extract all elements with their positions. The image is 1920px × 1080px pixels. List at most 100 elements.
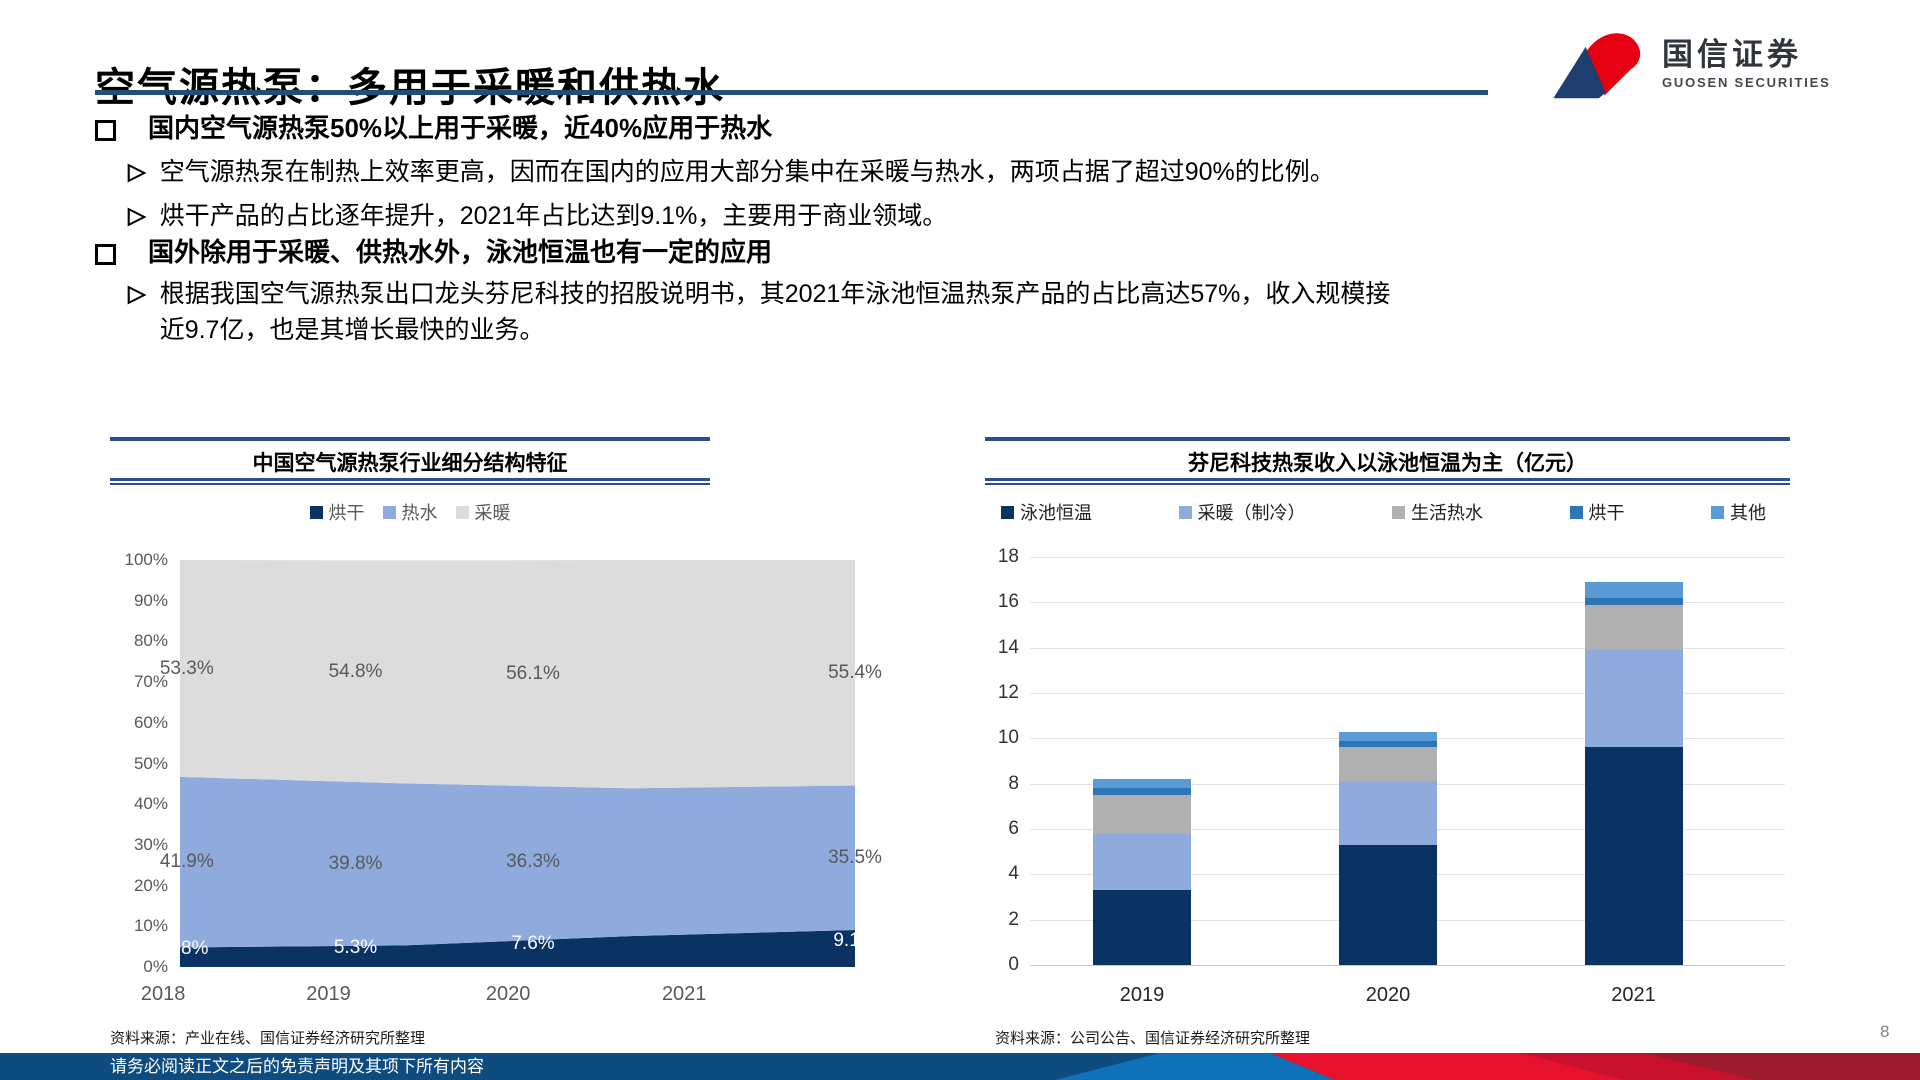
footer-decoration xyxy=(0,1053,1920,1080)
y-axis-tick-label: 70% xyxy=(133,672,168,692)
title-underline xyxy=(95,90,1488,95)
y-axis-tick-label: 80% xyxy=(133,631,168,651)
legend-item: 其他 xyxy=(1711,499,1766,525)
bar-segment-采暖（制冷） xyxy=(1093,833,1191,891)
legend-swatch xyxy=(1178,505,1192,519)
x-axis-line xyxy=(1030,965,1785,966)
logo-name-en: GUOSEN SECURITIES xyxy=(1662,75,1831,91)
bar-segment-生活热水 xyxy=(1584,604,1683,650)
y-axis-tick-label: 30% xyxy=(133,834,168,854)
sub-bullet-1: ▷ 空气源热泵在制热上效率更高，因而在国内的应用大部分集中在采暖与热水，两项占据… xyxy=(128,154,1335,190)
arrow-bullet-icon: ▷ xyxy=(128,202,146,228)
area-series-热水 xyxy=(180,776,855,948)
x-axis-tick-label: 2018 xyxy=(140,983,186,1005)
guosen-logo-icon xyxy=(1553,33,1641,99)
bar-segment-生活热水 xyxy=(1093,795,1191,834)
legend-swatch xyxy=(382,505,396,519)
area-data-label: 7.6% xyxy=(511,932,555,954)
legend-swatch xyxy=(1711,505,1724,519)
bullet-1-text: 国内空气源热泵50%以上用于采暖，近40%应用于热水 xyxy=(148,113,773,143)
legend-label: 采暖 xyxy=(474,503,511,523)
sub-bullet-1-text: 空气源热泵在制热上效率更高，因而在国内的应用大部分集中在采暖与热水，两项占据了超… xyxy=(159,158,1335,186)
legend-label: 烘干 xyxy=(1588,503,1625,523)
bullet-2-text: 国外除用于采暖、供热水外，泳池恒温也有一定的应用 xyxy=(148,237,773,267)
bar-segment-泳池恒温 xyxy=(1093,890,1191,965)
bar-segment-采暖（制冷） xyxy=(1584,649,1683,748)
y-axis-tick-label: 6 xyxy=(1008,818,1019,839)
x-axis-tick-label: 2020 xyxy=(485,983,531,1005)
x-axis-tick-label: 2019 xyxy=(1119,984,1165,1006)
legend-swatch xyxy=(1001,505,1014,519)
y-axis-tick-label: 10 xyxy=(997,727,1019,749)
legend-item: 生活热水 xyxy=(1392,499,1483,525)
area-data-label: 39.8% xyxy=(328,853,383,875)
bullet-2: 国外除用于采暖、供热水外，泳池恒温也有一定的应用 xyxy=(95,236,772,270)
gridline xyxy=(1030,647,1785,649)
area-plot xyxy=(180,560,855,967)
area-data-label: 56.1% xyxy=(506,663,560,685)
left-chart-title: 中国空气源热泵行业细分结构特征 xyxy=(252,452,568,475)
legend-item: 烘干 xyxy=(1569,499,1625,525)
y-axis-tick-label: 10% xyxy=(133,916,168,936)
legend-swatch xyxy=(1392,505,1405,519)
y-axis-tick-label: 50% xyxy=(133,753,168,773)
bar-segment-烘干 xyxy=(1093,788,1191,795)
area-data-label: 53.3% xyxy=(159,657,214,679)
legend-label: 采暖（制冷） xyxy=(1197,503,1306,523)
area-series-采暖 xyxy=(180,560,855,789)
legend-label: 泳池恒温 xyxy=(1020,503,1092,523)
y-axis-tick-label: 0 xyxy=(1008,954,1019,975)
legend-item: 泳池恒温 xyxy=(1001,499,1092,525)
chart-rule-bottom-thin xyxy=(985,483,1790,485)
chart-rule-top xyxy=(985,437,1790,441)
bar-segment-其他 xyxy=(1339,731,1437,741)
bar-segment-泳池恒温 xyxy=(1339,844,1437,965)
area-data-label: 54.8% xyxy=(328,660,383,682)
area-data-label: 41.9% xyxy=(159,851,214,873)
area-data-label: 35.5% xyxy=(828,846,882,868)
legend-label: 热水 xyxy=(401,503,438,523)
legend-swatch xyxy=(455,505,469,519)
x-axis-tick-label: 2021 xyxy=(1611,984,1656,1006)
chart-rule-bottom xyxy=(985,478,1790,481)
guosen-logo: 国信证券 GUOSEN SECURITIES xyxy=(1548,26,1831,102)
x-axis-tick-label: 2019 xyxy=(306,983,351,1005)
bar-segment-其他 xyxy=(1584,581,1683,598)
y-axis-tick-label: 100% xyxy=(124,550,168,569)
y-axis-tick-label: 20% xyxy=(133,875,168,895)
arrow-bullet-icon: ▷ xyxy=(128,158,146,184)
sub-bullet-2: ▷ 烘干产品的占比逐年提升，2021年占比达到9.1%，主要用于商业领域。 xyxy=(128,198,947,234)
logo-name-cn: 国信证券 xyxy=(1662,36,1802,72)
legend-item: 采暖（制冷） xyxy=(1178,499,1306,525)
y-axis-tick-label: 0% xyxy=(143,957,168,976)
chart-rule-top xyxy=(110,437,710,441)
bar-segment-生活热水 xyxy=(1339,747,1437,782)
page-number: 8 xyxy=(1880,1022,1890,1041)
legend-item: 烘干 xyxy=(309,499,365,525)
right-chart-title: 芬尼科技热泵收入以泳池恒温为主（亿元） xyxy=(1188,452,1587,475)
y-axis-tick-label: 90% xyxy=(133,590,168,610)
bar-segment-采暖（制冷） xyxy=(1339,781,1437,845)
arrow-bullet-icon: ▷ xyxy=(128,280,146,306)
page-title: 空气源热泵：多用于采暖和供热水 xyxy=(95,65,725,110)
y-axis-tick-label: 2 xyxy=(1008,908,1019,930)
y-axis-tick-label: 8 xyxy=(1008,772,1019,794)
x-axis-tick-label: 2021 xyxy=(661,983,707,1005)
legend-item: 热水 xyxy=(382,499,438,525)
area-series-烘干 xyxy=(180,930,855,967)
area-data-label: 36.3% xyxy=(506,851,560,873)
y-axis-tick-label: 12 xyxy=(997,682,1019,703)
bar-segment-其他 xyxy=(1093,779,1191,789)
y-axis-tick-label: 16 xyxy=(997,591,1019,613)
left-chart-legend: 烘干 热水 采暖 xyxy=(110,499,710,525)
gridline xyxy=(1030,602,1785,604)
bar-segment-泳池恒温 xyxy=(1584,747,1683,965)
left-chart: 中国空气源热泵行业细分结构特征 烘干 热水 采暖 资料来源：产业在线、国信证券经济研… xyxy=(110,437,882,1049)
right-chart-legend: 泳池恒温 采暖（制冷） 生活热水 烘干 其他 xyxy=(985,499,1790,525)
right-chart: 芬尼科技热泵收入以泳池恒温为主（亿元） 泳池恒温 采暖（制冷） 生活热水 烘干 其他 资… xyxy=(985,437,1790,1049)
area-data-label: 5.3% xyxy=(333,937,378,959)
x-axis-tick-label: 2020 xyxy=(1365,984,1411,1006)
legend-swatch xyxy=(1569,505,1583,519)
bar-segment-烘干 xyxy=(1584,597,1683,605)
area-data-label: 9.1% xyxy=(833,929,877,951)
